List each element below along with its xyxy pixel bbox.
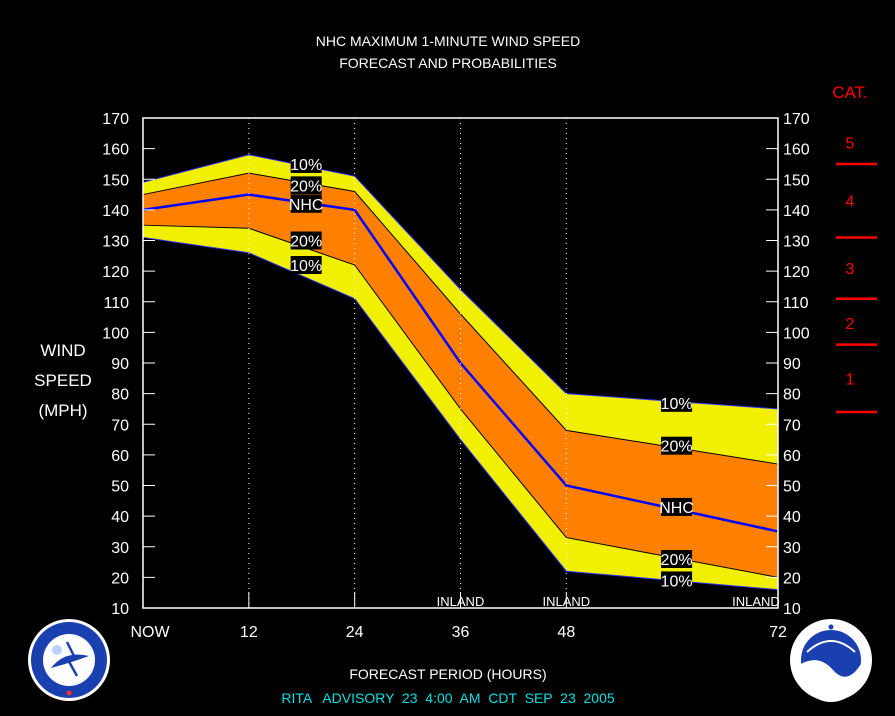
x-tick-label: 48 (557, 624, 575, 641)
category-label: 5 (846, 136, 855, 153)
band-label-background (661, 571, 693, 590)
y-tick-label: 110 (783, 295, 809, 312)
y-tick-label: 170 (102, 111, 129, 128)
band-label: 20% (661, 552, 693, 569)
y-tick-label: 20 (783, 570, 801, 587)
vertical-gridlines (248, 118, 567, 608)
y-tick-label: 90 (111, 356, 129, 373)
nws-seal-logo (28, 619, 110, 701)
saffir-simpson-category-scale: CAT. 1 2 3 4 5 (832, 83, 877, 414)
y-tick-label: 160 (102, 142, 129, 159)
y-tick-label: 120 (783, 264, 810, 281)
y-tick-label: 30 (783, 540, 801, 557)
inland-label: INLAND (732, 594, 780, 609)
y-tick-label: 140 (102, 203, 129, 220)
y-tick-label: 60 (783, 448, 801, 465)
y-tick-label: 80 (783, 387, 801, 404)
band-label: 10% (290, 157, 322, 174)
band-label-background (290, 231, 322, 250)
x-tick-label: 12 (240, 624, 258, 641)
category-scale-title: CAT. (832, 83, 868, 102)
y-tick-label: 150 (783, 172, 810, 189)
y-tick-label: 100 (102, 325, 129, 342)
x-tick-label: NOW (130, 624, 170, 641)
y-tick-label: 30 (111, 540, 129, 557)
band-label-background (290, 176, 322, 195)
y-tick-label: 70 (783, 417, 801, 434)
y-tick-label: 10 (783, 601, 801, 618)
advisory-footer: RITA ADVISORY 23 4:00 AM CDT SEP 23 2005 (281, 690, 615, 706)
y-tick-label: 20 (111, 570, 129, 587)
y-tick-label: 130 (102, 234, 129, 251)
noaa-logo (790, 619, 872, 702)
y-tick-label: 140 (783, 203, 810, 220)
y-tick-label: 150 (102, 172, 129, 189)
band-label-background (290, 154, 322, 173)
band-label-background (290, 256, 322, 274)
y-tick-label: 50 (783, 479, 801, 496)
band-edge-line (142, 172, 779, 465)
y-tick-label: 70 (111, 417, 129, 434)
category-label: 1 (846, 371, 855, 388)
inland-labels: INLAND INLAND INLAND (437, 594, 780, 609)
y-axis-right: 10 20 30 40 50 60 70 80 90 100 110 120 130 140 150 160 1… (766, 111, 810, 618)
inland-label: INLAND (542, 594, 590, 609)
band-label: NHC (289, 197, 324, 214)
x-axis: NOW 12 24 36 48 72 (130, 592, 787, 641)
band-20-percent (143, 173, 778, 578)
band-label: 20% (661, 439, 693, 456)
y-tick-label: 100 (783, 325, 810, 342)
band-label-background (661, 436, 693, 455)
x-tick-label: 36 (452, 624, 470, 641)
chart-subtitle: FORECAST AND PROBABILITIES (339, 55, 557, 71)
y-tick-label: 120 (102, 264, 129, 281)
band-label: 20% (290, 234, 322, 251)
y-tick-label: 90 (783, 356, 801, 373)
y-tick-label: 50 (111, 479, 129, 496)
band-labels: 10% 20% NHC 20% 10% 10% 20% NHC 20% 10% (289, 154, 694, 590)
x-axis-label: FORECAST PERIOD (HOURS) (349, 666, 546, 682)
category-label: 4 (846, 194, 855, 211)
y-axis-left: 10 20 30 40 50 60 70 80 90 100 110 120 130 140 150 160 1… (102, 111, 155, 618)
y-tick-label: 160 (783, 142, 810, 159)
nhc-forecast-line (142, 193, 779, 533)
y-tick-label: 170 (783, 111, 810, 128)
category-label: 2 (846, 316, 855, 333)
band-label: 10% (661, 573, 693, 590)
y-axis-label: WIND SPEED (MPH) (34, 341, 92, 420)
y-tick-label: 110 (103, 295, 129, 312)
y-axis-label-line-3: (MPH) (38, 401, 87, 420)
y-tick-label: 10 (111, 601, 129, 618)
y-tick-label: 60 (111, 448, 129, 465)
y-tick-label: 80 (111, 387, 129, 404)
x-tick-label: 72 (769, 624, 787, 641)
band-label-background (290, 194, 322, 213)
x-tick-label: 24 (346, 624, 364, 641)
band-label-background (661, 497, 693, 516)
band-edge-line (142, 224, 779, 578)
band-label: NHC (659, 500, 694, 517)
band-label-background (661, 550, 693, 568)
y-tick-label: 40 (111, 509, 129, 526)
band-label: 20% (290, 178, 322, 195)
y-axis-label-line-2: SPEED (34, 371, 92, 390)
band-edge-line (142, 236, 779, 591)
chart-title: NHC MAXIMUM 1-MINUTE WIND SPEED (316, 33, 580, 49)
band-label: 10% (661, 396, 693, 413)
band-label-background (661, 393, 693, 412)
category-label: 3 (846, 261, 855, 278)
y-tick-label: 130 (783, 234, 810, 251)
band-edge-line (142, 154, 779, 410)
y-tick-label: 40 (783, 509, 801, 526)
band-label: 10% (290, 258, 322, 275)
probability-bands (142, 154, 779, 591)
inland-label: INLAND (437, 594, 485, 609)
y-axis-label-line-1: WIND (40, 341, 85, 360)
